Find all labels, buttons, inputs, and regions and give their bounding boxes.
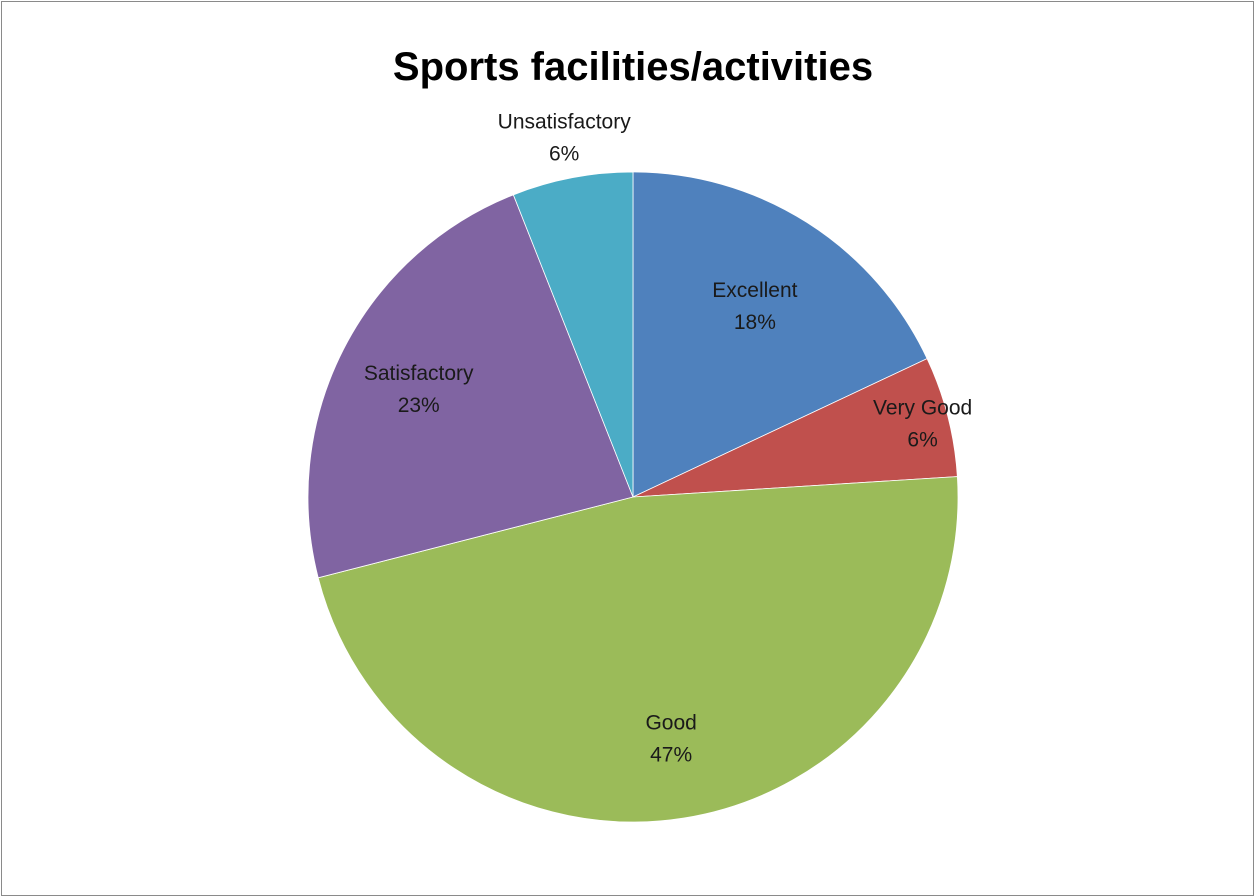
slice-label-very-good: Very Good (873, 397, 972, 420)
slice-value-satisfactory: 23% (398, 394, 440, 417)
pie-slice-very-good (632, 358, 958, 498)
slice-value-very-good: 6% (907, 429, 937, 452)
pie-slice-unsatisfactory (512, 171, 634, 498)
pie-labels: Excellent 18% Very Good 6% Good 47% Satisfacto… (364, 110, 972, 766)
chart-title: Sports facilities/activities (393, 45, 873, 89)
slice-label-satisfactory: Satisfactory (364, 362, 474, 385)
slice-label-good: Good (645, 712, 696, 735)
pie-slices (307, 171, 959, 823)
slice-value-excellent: 18% (734, 311, 776, 334)
slice-label-excellent: Excellent (712, 279, 797, 302)
slice-value-unsatisfactory: 6% (549, 142, 579, 165)
slice-label-unsatisfactory: Unsatisfactory (498, 110, 632, 133)
pie-slice-satisfactory (307, 194, 634, 579)
slice-value-good: 47% (650, 744, 692, 767)
pie-slice-excellent (632, 171, 928, 498)
pie-slice-good (317, 476, 959, 823)
